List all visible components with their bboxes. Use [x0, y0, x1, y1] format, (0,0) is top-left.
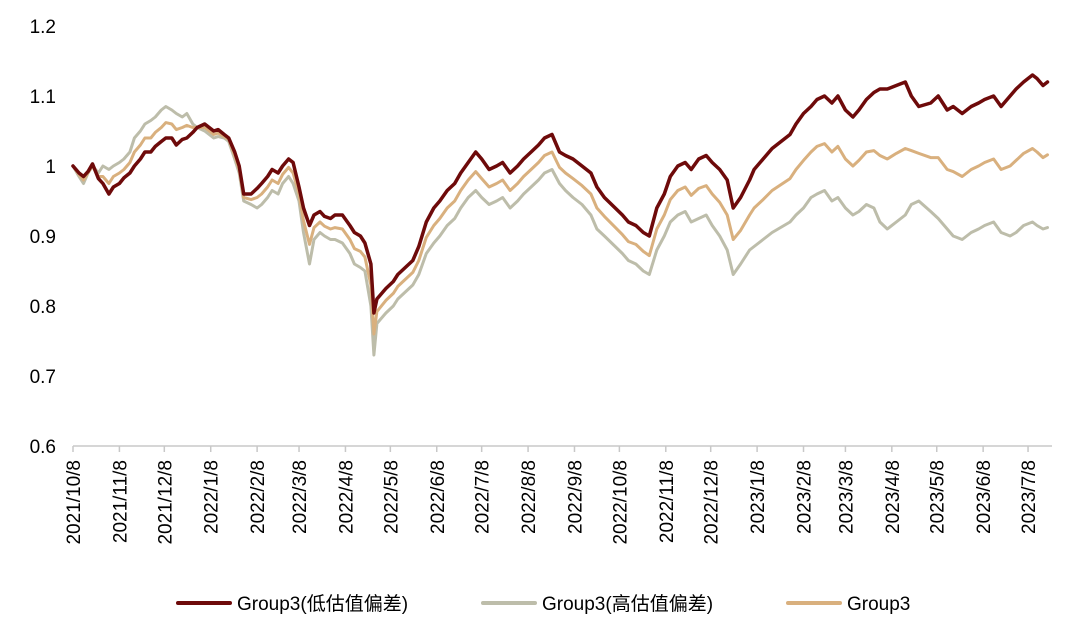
x-tick-label: 2022/12/8: [702, 460, 723, 545]
x-tick-label: 2022/11/8: [657, 460, 678, 543]
y-axis: 0.6 0.7 0.8 0.9 1 1.1 1.2: [30, 17, 56, 458]
x-tick-label: 2023/3/8: [836, 460, 857, 534]
x-tick-label: 2022/3/8: [290, 460, 311, 534]
series-line-3: [71, 121, 1049, 336]
legend-label-2: Group3(高估值偏差): [542, 593, 713, 615]
x-tick-label: 2023/4/8: [883, 460, 904, 534]
y-tick-label: 0.7: [30, 367, 56, 388]
x-tick-label: 2022/8/8: [519, 460, 540, 534]
x-tick-label: 2022/5/8: [381, 460, 402, 534]
y-tick-label: 0.6: [30, 437, 56, 458]
y-tick-label: 1.1: [30, 87, 56, 108]
legend-label-3: Group3: [847, 594, 910, 615]
x-axis: 2021/10/8 2021/11/8 2021/12/8 2022/1/8 2022/…: [64, 446, 1040, 545]
y-tick-label: 1: [45, 157, 56, 178]
x-tick-label: 2022/7/8: [473, 460, 494, 534]
x-tick-label: 2023/1/8: [748, 460, 769, 534]
x-tick-label: 2022/9/8: [565, 460, 586, 534]
y-tick-label: 0.8: [30, 297, 56, 318]
x-tick-label: 2023/6/8: [974, 460, 995, 534]
x-tick-label: 2022/4/8: [336, 460, 357, 534]
x-tick-label: 2022/2/8: [248, 460, 269, 534]
x-tick-label: 2021/11/8: [110, 460, 131, 543]
y-tick-label: 0.9: [30, 227, 56, 248]
x-tick-label: 2023/5/8: [928, 460, 949, 534]
legend: Group3(低估值偏差) Group3(高估值偏差) Group3: [176, 593, 910, 615]
legend-label-1: Group3(低估值偏差): [237, 593, 408, 615]
x-tick-label: 2022/10/8: [610, 460, 631, 545]
series-line-1: [71, 73, 1050, 315]
series-layer: [71, 73, 1050, 357]
x-tick-label: 2022/1/8: [202, 460, 223, 534]
x-tick-label: 2023/2/8: [795, 460, 816, 534]
x-tick-label: 2023/7/8: [1019, 460, 1040, 534]
x-tick-label: 2021/10/8: [64, 460, 85, 545]
y-tick-label: 1.2: [30, 17, 56, 38]
x-tick-label: 2022/6/8: [428, 460, 449, 534]
x-tick-label: 2021/12/8: [155, 460, 176, 545]
series-line-2: [71, 105, 1049, 357]
